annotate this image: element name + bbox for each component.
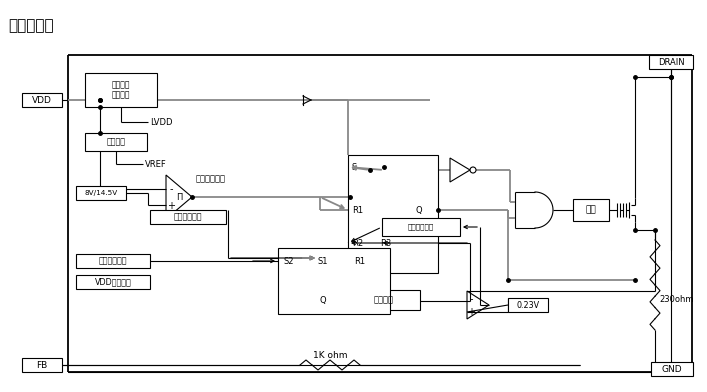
Bar [22,358,62,372]
Bar [651,362,693,376]
Bar [508,298,548,312]
Text: 内部电源
产生电路: 内部电源 产生电路 [112,80,130,100]
Text: 8V/14.5V: 8V/14.5V [84,190,117,196]
Text: GND: GND [662,365,682,374]
Bar [76,275,150,289]
Text: +: + [167,201,175,211]
Text: +: + [467,307,475,317]
Bar [348,290,420,310]
Text: DRAIN: DRAIN [658,58,684,67]
Bar [649,55,693,69]
Text: LVDD: LVDD [150,118,173,127]
Text: -: - [169,184,173,194]
Text: VDD钳位电路: VDD钳位电路 [95,278,132,287]
Text: VREF: VREF [145,160,167,169]
Bar [278,248,390,314]
Bar [382,218,460,236]
Text: S: S [352,163,357,172]
Text: FB: FB [36,361,47,370]
Text: 驱动: 驱动 [585,205,597,214]
Text: S1: S1 [318,256,329,265]
Bar [85,133,147,151]
Text: -: - [469,294,473,304]
Text: 230ohm: 230ohm [659,296,694,305]
Bar [76,186,126,200]
Text: 内部方框图: 内部方框图 [8,18,54,33]
Bar [573,199,609,221]
Text: R3: R3 [380,238,391,247]
Text: 欠压保护电路: 欠压保护电路 [196,174,226,183]
Text: Q: Q [416,205,423,214]
Bar [76,254,150,268]
Text: 振荡电路: 振荡电路 [374,296,394,305]
Text: R2: R2 [352,238,363,247]
Text: R1: R1 [352,205,363,214]
Text: 0.23V: 0.23V [516,301,539,310]
Text: Π: Π [176,192,182,201]
Text: Q: Q [320,296,327,305]
Bar [85,73,157,107]
Text: R1: R1 [354,256,365,265]
Text: 前沿消隐电路: 前沿消隐电路 [408,224,434,230]
Text: VDD: VDD [32,96,52,105]
Text: S2: S2 [283,256,293,265]
Bar [150,210,226,224]
Text: 过压保护电路: 过压保护电路 [99,256,127,265]
Text: 过温保护电路: 过温保护电路 [174,212,202,221]
Text: 基准电路: 基准电路 [107,138,126,147]
Bar [348,155,438,273]
Text: 1K ohm: 1K ohm [312,352,347,361]
Bar [22,93,62,107]
